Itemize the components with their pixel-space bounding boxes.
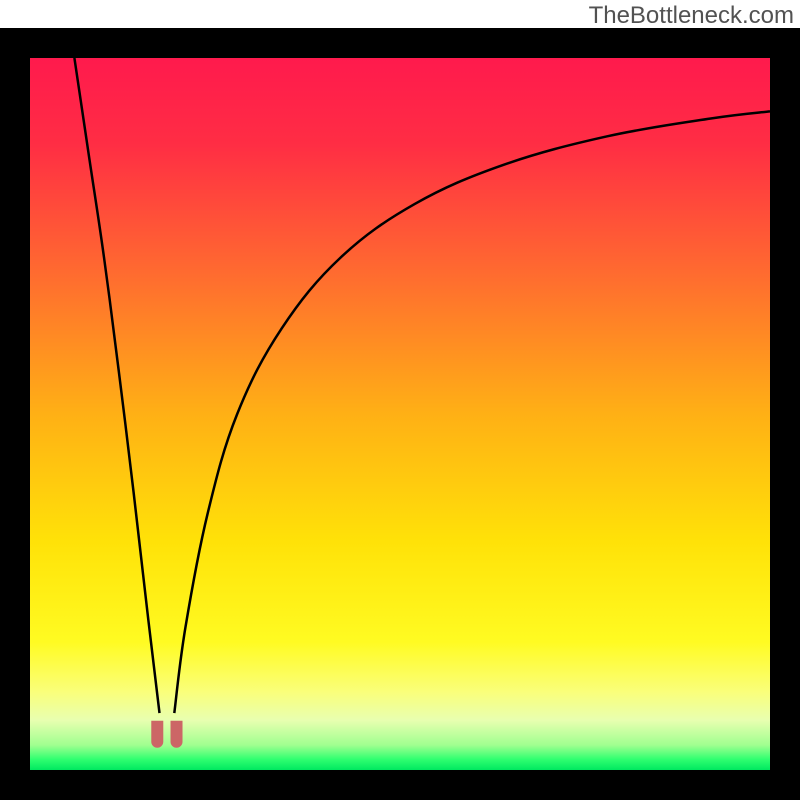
bottom-marker <box>152 721 163 747</box>
plot-area <box>30 58 770 770</box>
chart-container: TheBottleneck.com <box>0 0 800 800</box>
curve-overlay <box>30 58 770 770</box>
watermark-text: TheBottleneck.com <box>589 2 794 30</box>
black-frame <box>0 28 800 800</box>
curve-left-branch <box>74 58 159 713</box>
bottom-marker <box>171 721 182 747</box>
curve-right-branch <box>174 111 770 713</box>
